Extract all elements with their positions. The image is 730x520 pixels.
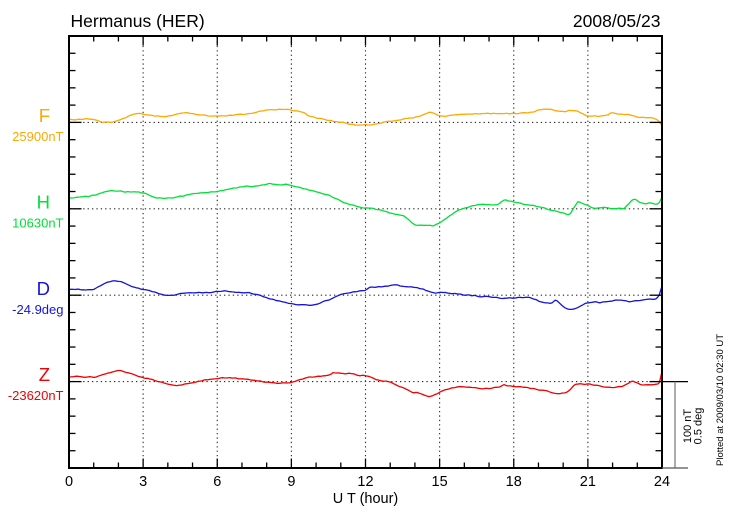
svg-text:9: 9	[287, 474, 295, 490]
svg-text:21: 21	[580, 474, 596, 490]
svg-text:3: 3	[139, 474, 147, 490]
svg-text:100 nT: 100 nT	[682, 409, 694, 444]
svg-text:15: 15	[432, 474, 448, 490]
svg-text:Hermanus (HER): Hermanus (HER)	[71, 11, 205, 31]
svg-text:D: D	[37, 278, 50, 299]
svg-text:F: F	[39, 105, 50, 126]
svg-text:-24.9deg: -24.9deg	[12, 302, 63, 317]
svg-text:25900nT: 25900nT	[12, 129, 63, 144]
svg-text:U T (hour): U T (hour)	[333, 491, 399, 507]
svg-text:Z: Z	[39, 364, 50, 385]
svg-text:Plotted at 2009/03/10 02:30 UT: Plotted at 2009/03/10 02:30 UT	[715, 334, 726, 466]
svg-text:18: 18	[506, 474, 522, 490]
svg-text:24: 24	[654, 474, 670, 490]
svg-text:12: 12	[357, 474, 373, 490]
svg-text:2008/05/23: 2008/05/23	[573, 11, 661, 31]
svg-text:6: 6	[213, 474, 221, 490]
svg-text:H: H	[37, 191, 50, 212]
svg-text:0: 0	[65, 474, 73, 490]
svg-text:-23620nT: -23620nT	[8, 388, 64, 403]
svg-text:10630nT: 10630nT	[12, 215, 63, 230]
svg-text:0.5 deg: 0.5 deg	[693, 408, 705, 445]
